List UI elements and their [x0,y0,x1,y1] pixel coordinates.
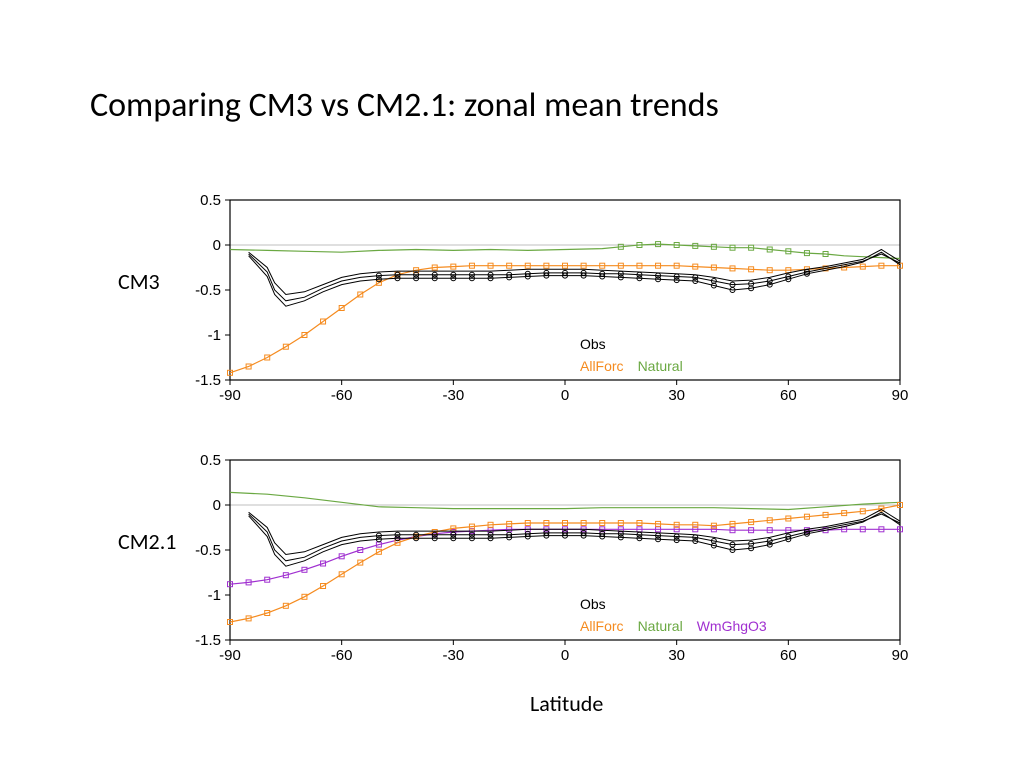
series-obs1 [249,514,900,561]
legend-item: Obs [580,596,606,612]
svg-text:90: 90 [892,647,909,664]
svg-text:0: 0 [213,237,221,254]
slide-title: Comparing CM3 vs CM2.1: zonal mean trend… [90,85,719,126]
svg-text:-90: -90 [219,387,241,404]
svg-text:30: 30 [668,387,685,404]
chart-panel: -1.5 -1 -0.5 0 0.5 -90 -60 -30 0 30 60 90 [185,195,915,415]
svg-text:0.5: 0.5 [200,455,221,469]
series-wmghgo3 [230,529,900,584]
svg-text:-90: -90 [219,647,241,664]
svg-text:60: 60 [780,387,797,404]
svg-text:0: 0 [561,387,569,404]
legend-item: Obs [580,336,606,352]
chart-panel: -1.5 -1 -0.5 0 0.5 -90 -60 -30 0 30 60 90 [185,455,915,675]
svg-text:90: 90 [892,387,909,404]
svg-text:60: 60 [780,647,797,664]
svg-text:-1: -1 [208,327,221,344]
svg-text:-1.5: -1.5 [195,372,221,389]
svg-text:-60: -60 [331,387,353,404]
legend-item: WmGhgO3 [697,618,767,634]
svg-text:0: 0 [561,647,569,664]
svg-text:-0.5: -0.5 [195,282,221,299]
legend: Obs AllForc Natural [580,335,697,376]
series-obs2 [249,252,900,306]
series-allforc [230,505,900,622]
series-obs3 [249,510,900,555]
legend-item: AllForc [580,358,624,374]
svg-text:-60: -60 [331,647,353,664]
series-obs2 [249,512,900,566]
svg-text:-0.5: -0.5 [195,542,221,559]
svg-text:-1: -1 [208,587,221,604]
legend: Obs AllForc Natural WmGhgO3 [580,595,781,636]
series-natural [230,244,900,258]
svg-text:-30: -30 [442,387,464,404]
legend-item: Natural [638,358,683,374]
svg-text:0: 0 [213,497,221,514]
panel-label: CM2.1 [118,528,176,555]
svg-text:30: 30 [668,647,685,664]
panel-label: CM3 [118,268,160,295]
svg-text:-30: -30 [442,647,464,664]
series-natural [230,492,900,509]
svg-text:-1.5: -1.5 [195,632,221,649]
xaxis-label: Latitude [530,690,603,717]
series-obs1 [249,254,900,301]
series-obs3 [249,250,900,295]
svg-text:0.5: 0.5 [200,195,221,209]
legend-item: Natural [638,618,683,634]
legend-item: AllForc [580,618,624,634]
